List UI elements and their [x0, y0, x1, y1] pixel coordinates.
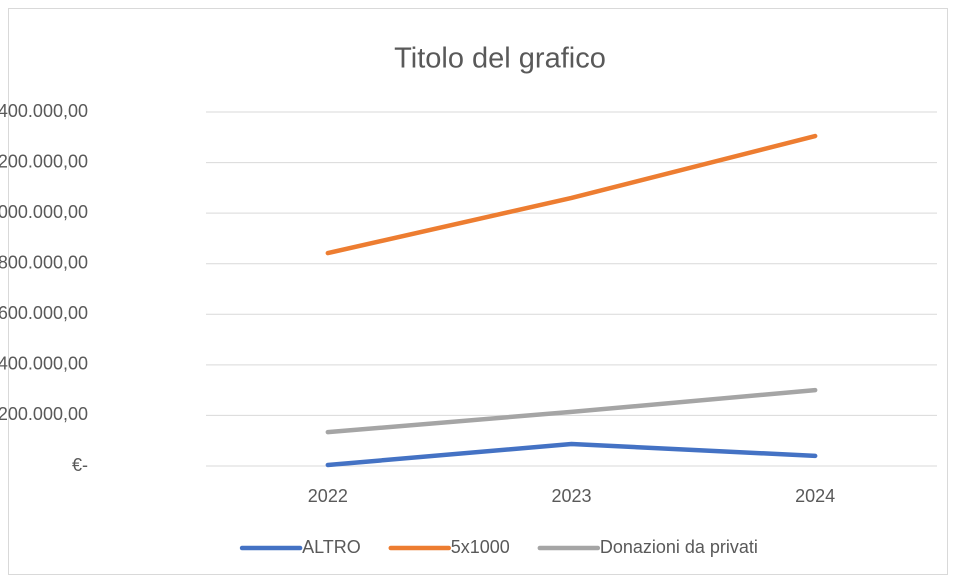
legend-label: 5x1000: [451, 537, 510, 557]
y-tick-label: €200.000,00: [0, 404, 88, 424]
y-tick-label: €1.400.000,00: [0, 101, 88, 121]
y-tick-label: €600.000,00: [0, 303, 88, 323]
line-series: [325, 133, 818, 256]
x-tick-label: 2024: [795, 486, 835, 506]
y-tick-label: €800.000,00: [0, 252, 88, 272]
line-series: [325, 441, 818, 468]
chart-title: Titolo del grafico: [394, 43, 606, 75]
y-tick-label: €1.200.000,00: [0, 151, 88, 171]
legend-label: ALTRO: [302, 537, 361, 557]
y-tick-label: €-: [72, 455, 88, 475]
x-tick-label: 2022: [308, 486, 348, 506]
chart-border: [8, 8, 948, 575]
y-tick-label: €1.000.000,00: [0, 202, 88, 222]
y-tick-label: €400.000,00: [0, 354, 88, 374]
legend-label: Donazioni da privati: [600, 537, 758, 557]
line-series: [325, 387, 818, 435]
x-tick-label: 2023: [551, 486, 591, 506]
